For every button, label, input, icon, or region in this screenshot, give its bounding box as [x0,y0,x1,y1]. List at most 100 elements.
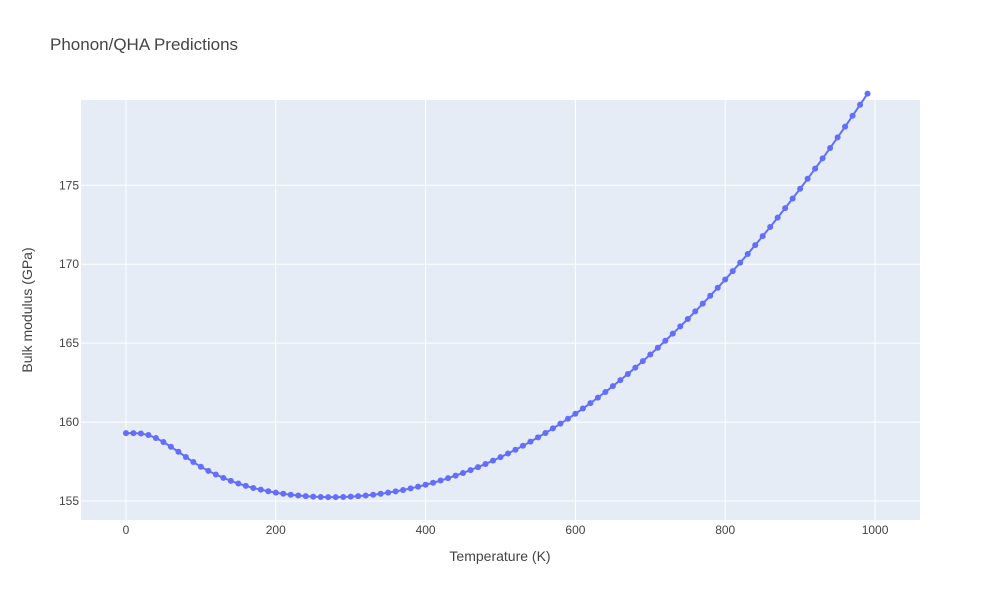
data-point[interactable] [205,467,212,474]
data-point[interactable] [490,457,497,464]
data-point[interactable] [864,90,871,97]
data-point[interactable] [834,134,841,141]
data-point[interactable] [767,223,774,230]
data-point[interactable] [512,446,519,453]
data-point[interactable] [737,259,744,266]
data-point[interactable] [130,430,137,437]
data-point[interactable] [669,330,676,337]
data-point[interactable] [167,443,174,450]
data-point[interactable] [647,351,654,358]
data-point[interactable] [632,364,639,371]
data-point[interactable] [729,268,736,275]
data-point[interactable] [857,101,864,108]
data-point[interactable] [774,214,781,221]
data-point[interactable] [819,155,826,162]
data-point[interactable] [475,464,482,471]
data-point[interactable] [744,250,751,257]
data-point[interactable] [684,316,691,322]
data-point[interactable] [340,493,347,500]
data-point[interactable] [400,487,407,493]
data-point[interactable] [467,467,474,474]
data-point[interactable] [699,300,706,307]
data-point[interactable] [482,460,489,467]
data-point[interactable] [842,123,849,130]
data-point[interactable] [497,454,504,461]
data-point[interactable] [654,344,661,351]
data-point[interactable] [250,484,257,491]
data-point[interactable] [242,482,249,489]
data-point[interactable] [227,477,234,484]
data-point[interactable] [789,195,796,202]
data-point[interactable] [160,439,167,445]
data-point[interactable] [385,489,392,496]
data-point[interactable] [707,292,714,299]
data-point[interactable] [370,491,377,498]
data-point[interactable] [624,370,631,377]
data-point[interactable] [407,485,414,492]
data-point[interactable] [257,486,264,493]
data-point[interactable] [280,490,287,497]
data-point[interactable] [534,434,541,441]
data-point[interactable] [527,438,534,445]
data-point[interactable] [827,145,834,151]
data-point[interactable] [235,480,242,487]
data-point[interactable] [145,432,152,439]
data-point[interactable] [587,400,594,407]
data-point[interactable] [295,492,302,499]
data-point[interactable] [639,358,646,365]
data-point[interactable] [572,410,579,417]
data-point[interactable] [662,337,669,344]
data-point[interactable] [549,425,556,432]
data-point[interactable] [677,323,684,330]
data-point[interactable] [287,491,294,498]
data-point[interactable] [317,493,324,500]
data-point[interactable] [310,493,317,500]
data-point[interactable] [804,175,811,182]
data-point[interactable] [325,494,332,501]
data-point[interactable] [452,472,459,479]
data-point[interactable] [782,205,789,212]
data-point[interactable] [272,489,279,496]
data-point[interactable] [190,459,197,466]
data-point[interactable] [265,488,272,495]
data-point[interactable] [415,483,422,490]
data-point[interactable] [519,442,526,449]
data-point[interactable] [849,112,856,119]
data-point[interactable] [355,493,362,500]
data-point[interactable] [437,477,444,484]
data-point[interactable] [197,463,204,470]
data-point[interactable] [617,377,624,384]
data-point[interactable] [542,430,549,436]
data-point[interactable] [812,165,819,172]
data-point[interactable] [445,475,452,482]
data-point[interactable] [182,454,189,460]
data-point[interactable] [212,471,219,478]
data-point[interactable] [175,448,182,455]
data-point[interactable] [504,450,511,457]
data-point[interactable] [564,415,571,422]
data-point[interactable] [122,430,129,437]
data-point[interactable] [347,493,354,500]
data-point[interactable] [460,469,467,476]
data-point[interactable] [714,284,721,291]
data-point[interactable] [332,494,339,501]
data-point[interactable] [752,242,759,249]
data-point[interactable] [302,493,309,500]
data-point[interactable] [692,308,699,315]
data-point[interactable] [422,481,429,488]
data-point[interactable] [759,233,766,240]
data-point[interactable] [594,394,601,401]
data-point[interactable] [137,430,144,437]
data-point[interactable] [220,474,227,481]
data-point[interactable] [377,490,384,497]
data-point[interactable] [362,492,369,499]
data-point[interactable] [797,185,804,192]
data-point[interactable] [557,420,564,427]
data-point[interactable] [430,479,437,486]
data-point[interactable] [722,276,729,283]
data-point[interactable] [579,405,586,412]
data-point[interactable] [602,388,609,395]
data-point[interactable] [152,435,159,442]
data-point[interactable] [609,383,616,390]
data-point[interactable] [392,488,399,495]
